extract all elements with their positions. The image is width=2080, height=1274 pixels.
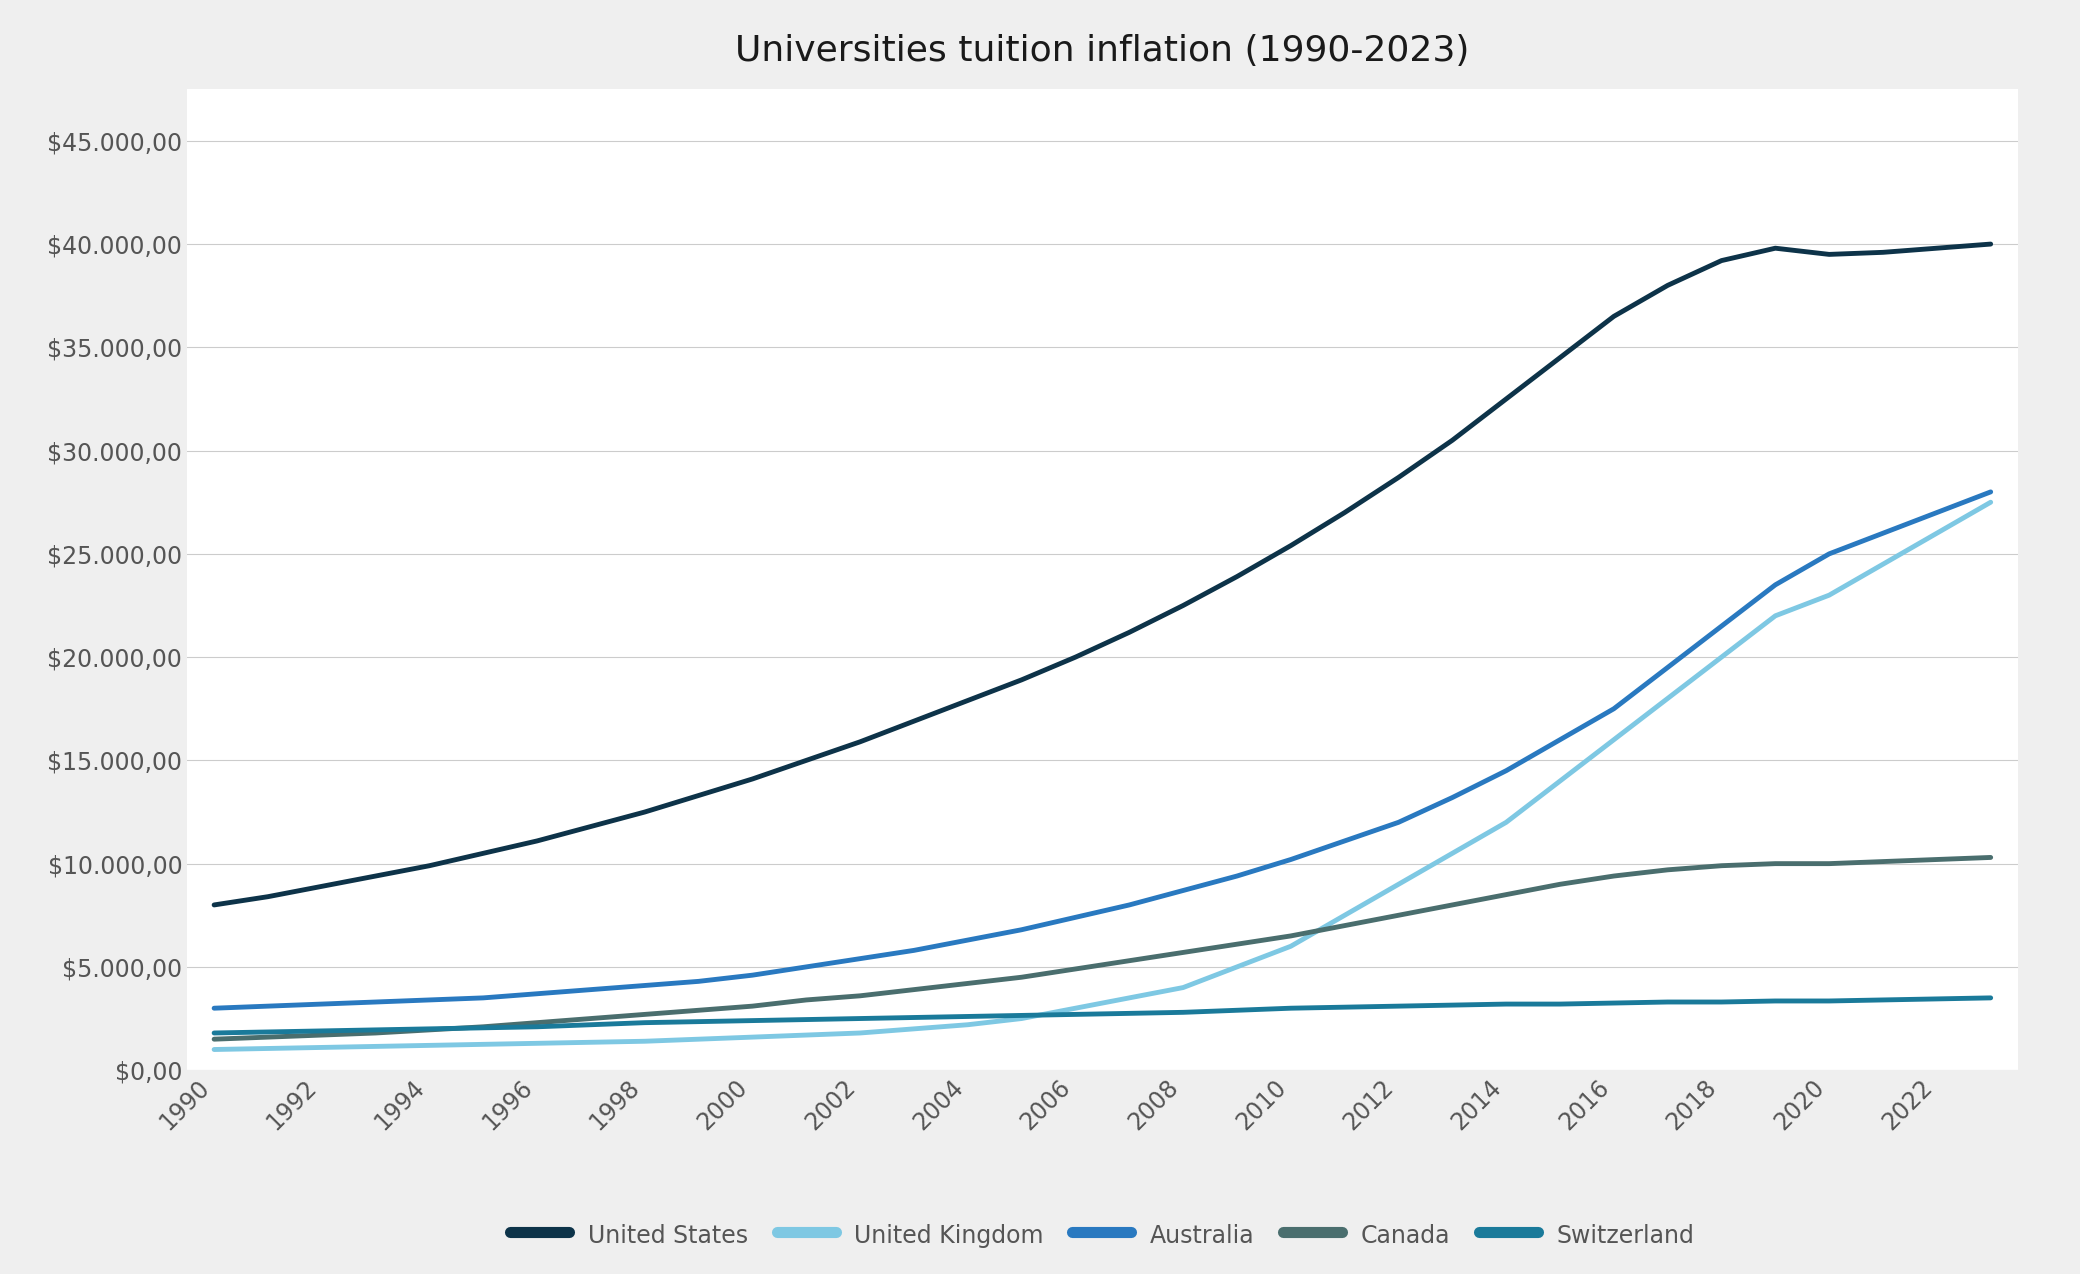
Legend: United States, United Kingdom, Australia, Canada, Switzerland: United States, United Kingdom, Australia… xyxy=(499,1209,1706,1263)
Title: Universities tuition inflation (1990-2023): Universities tuition inflation (1990-202… xyxy=(734,34,1471,69)
